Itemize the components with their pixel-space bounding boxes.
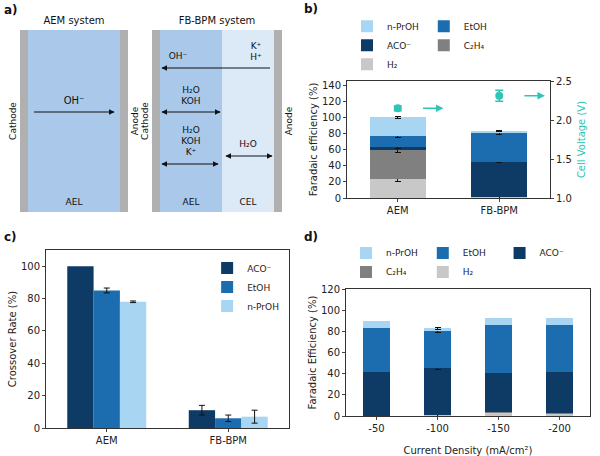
- html-text:d): d): [304, 230, 319, 244]
- svg-text:Current Density (mA/cm²): Current Density (mA/cm²): [404, 445, 533, 456]
- svg-text:60: 60: [27, 325, 40, 336]
- svg-text:n-PrOH: n-PrOH: [247, 302, 279, 312]
- svg-text:60: 60: [328, 144, 341, 155]
- svg-text:C₂H₄: C₂H₄: [464, 41, 485, 51]
- svg-text:-100: -100: [426, 423, 449, 434]
- svg-text:20: 20: [27, 390, 40, 401]
- svg-text:-150: -150: [487, 423, 510, 434]
- svg-text:20: 20: [328, 176, 341, 187]
- svg-text:n-PrOH: n-PrOH: [386, 248, 418, 258]
- svg-text:20: 20: [327, 389, 340, 400]
- svg-text:Crossover Rate (%): Crossover Rate (%): [7, 291, 18, 387]
- svg-text:H⁺: H⁺: [250, 52, 262, 62]
- svg-text:H₂O: H₂O: [239, 139, 256, 149]
- svg-text:EtOH: EtOH: [247, 283, 270, 293]
- svg-text:100: 100: [21, 261, 40, 272]
- svg-text:40: 40: [327, 368, 340, 379]
- svg-text:60: 60: [327, 347, 340, 358]
- svg-text:Anode: Anode: [130, 106, 140, 135]
- svg-text:KOH: KOH: [181, 96, 200, 106]
- svg-text:Faradaic Efficiency (%): Faradaic Efficiency (%): [307, 296, 318, 410]
- svg-text:0: 0: [34, 423, 40, 434]
- svg-text:H₂: H₂: [387, 60, 398, 70]
- svg-text:AEL: AEL: [183, 197, 200, 207]
- svg-text:H₂O: H₂O: [182, 125, 199, 135]
- svg-text:OH⁻: OH⁻: [169, 51, 188, 61]
- svg-text:CEL: CEL: [240, 197, 257, 207]
- svg-text:100: 100: [321, 305, 340, 316]
- svg-text:Faradaic efficiency (%): Faradaic efficiency (%): [308, 83, 319, 197]
- svg-text:1.0: 1.0: [556, 193, 572, 204]
- svg-text:2.0: 2.0: [556, 115, 572, 126]
- svg-text:80: 80: [27, 293, 40, 304]
- svg-text:FB-BPM: FB-BPM: [481, 205, 518, 216]
- svg-text:EtOH: EtOH: [463, 248, 486, 258]
- svg-text:KOH: KOH: [181, 136, 200, 146]
- svg-text:120: 120: [322, 96, 341, 107]
- svg-text:-200: -200: [548, 423, 571, 434]
- svg-text:a): a): [4, 3, 18, 17]
- svg-text:H₂O: H₂O: [182, 85, 199, 95]
- svg-text:-50: -50: [368, 423, 384, 434]
- svg-text:0: 0: [335, 193, 341, 204]
- svg-text:40: 40: [27, 358, 40, 369]
- svg-text:C₂H₄: C₂H₄: [386, 267, 407, 277]
- svg-text:100: 100: [322, 112, 341, 123]
- svg-text:Cell Voltage (V): Cell Voltage (V): [576, 101, 587, 178]
- html-text:c): c): [4, 230, 17, 244]
- svg-text:AEM system: AEM system: [43, 15, 104, 26]
- svg-text:140: 140: [322, 80, 341, 91]
- svg-text:AEM: AEM: [96, 435, 118, 446]
- svg-text:2.5: 2.5: [556, 76, 572, 87]
- svg-text:0: 0: [334, 411, 340, 422]
- svg-text:80: 80: [328, 128, 341, 139]
- svg-text:AEL: AEL: [66, 197, 83, 207]
- svg-text:ACO⁻: ACO⁻: [247, 264, 271, 274]
- svg-text:1.5: 1.5: [556, 154, 572, 165]
- svg-text:ACO⁻: ACO⁻: [387, 41, 411, 51]
- svg-text:Cathode: Cathode: [140, 102, 150, 140]
- svg-text:40: 40: [328, 160, 341, 171]
- svg-text:n-PrOH: n-PrOH: [387, 22, 419, 32]
- svg-text:AEM: AEM: [387, 205, 409, 216]
- svg-text:OH⁻: OH⁻: [64, 95, 85, 106]
- svg-text:EtOH: EtOH: [464, 22, 487, 32]
- svg-text:Anode: Anode: [284, 106, 294, 135]
- svg-text:Cathode: Cathode: [8, 102, 18, 140]
- svg-text:ACO⁻: ACO⁻: [540, 248, 564, 258]
- svg-text:80: 80: [327, 326, 340, 337]
- svg-text:120: 120: [321, 284, 340, 295]
- svg-text:K⁺: K⁺: [251, 41, 262, 51]
- svg-text:H₂: H₂: [463, 267, 474, 277]
- svg-text:K⁺: K⁺: [186, 147, 197, 157]
- svg-text:FB-BPM: FB-BPM: [210, 435, 247, 446]
- svg-text:FB-BPM system: FB-BPM system: [179, 15, 256, 26]
- html-text:b): b): [304, 2, 319, 16]
